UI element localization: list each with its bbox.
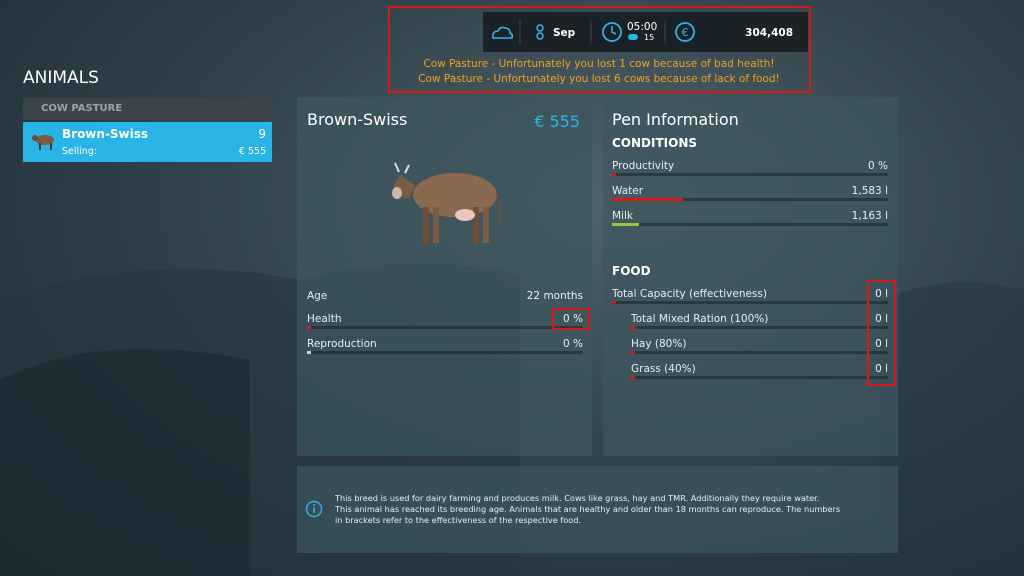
food-bar-fill [631,376,635,379]
food-value: 0 l [875,313,888,325]
section-title: FOOD [612,264,651,278]
stat-bar [307,351,583,354]
condition-label: Milk [612,210,633,222]
pen-title: Pen Information [612,110,739,129]
food-bar [631,376,888,379]
cow-image [392,162,502,245]
animal-count: 9 [258,127,266,141]
sidebar-title: ANIMALS [23,68,99,88]
condition-bar [612,223,888,226]
animal-panel [297,97,592,456]
animal-price: € 555 [534,112,580,131]
stat-bar [307,326,583,329]
selling-label: Selling: [62,146,98,157]
animal-name: Brown-Swiss [62,127,149,141]
notification: Cow Pasture - Unfortunately you lost 1 c… [423,58,775,70]
condition-bar-fill [612,173,616,176]
food-bar [631,326,888,329]
stat-label: Health [307,313,342,325]
highlight-box [388,6,811,93]
food-value: 0 l [875,338,888,350]
food-bar-fill [631,351,635,354]
stat-value: 0 % [563,338,583,350]
svg-text:€: € [682,26,689,39]
hud-time: 05:00 [627,21,658,33]
highlight-box [552,308,590,330]
condition-label: Water [612,185,644,197]
food-bar [612,301,888,304]
info-text: This breed is used for dairy farming and… [335,493,820,503]
info-text: This animal has reached its breeding age… [335,504,841,514]
info-panel [297,466,898,553]
stat-label: Reproduction [307,338,377,350]
condition-bar-fill [612,198,683,201]
animal-icon [32,135,54,150]
pen-panel [603,97,898,456]
info-icon [305,500,323,518]
notification: Cow Pasture - Unfortunately you lost 6 c… [418,73,780,85]
condition-label: Productivity [612,160,675,172]
stat-value: 22 months [526,290,583,302]
food-bar [631,351,888,354]
group-title: COW PASTURE [41,103,123,114]
group-header [23,98,272,120]
food-label: Total Mixed Ration (100%) [631,313,769,325]
condition-bar [612,173,888,176]
condition-value: 1,583 l [851,185,888,197]
food-value: 0 l [875,288,888,300]
stat-bar-fill [307,326,311,329]
hud-speed: 15 [644,33,655,42]
food-label: Total Capacity (effectiveness) [612,288,767,300]
food-label: Grass (40%) [631,363,696,375]
stat-label: Age [307,290,328,302]
hud-bar [483,12,808,52]
hud-money: 304,408 [745,27,793,39]
animal-list-item[interactable] [23,122,272,162]
stat-value: 0 % [563,313,583,325]
info-text: in brackets refer to the effectiveness o… [335,515,582,525]
hud-icons: € [492,20,695,44]
condition-bar [612,198,888,201]
animal-title: Brown-Swiss [307,110,408,129]
food-value: 0 l [875,363,888,375]
food-label: Hay (80%) [631,338,687,350]
condition-bar-fill [612,223,639,226]
section-title: CONDITIONS [612,136,698,150]
selling-price: € 555 [238,146,266,157]
food-bar-fill [631,326,635,329]
condition-value: 1,163 l [851,210,888,222]
hud-month: Sep [553,27,576,39]
food-bar-fill [612,301,616,304]
condition-value: 0 % [868,160,888,172]
highlight-box [867,280,896,386]
stat-bar-fill [307,351,311,354]
